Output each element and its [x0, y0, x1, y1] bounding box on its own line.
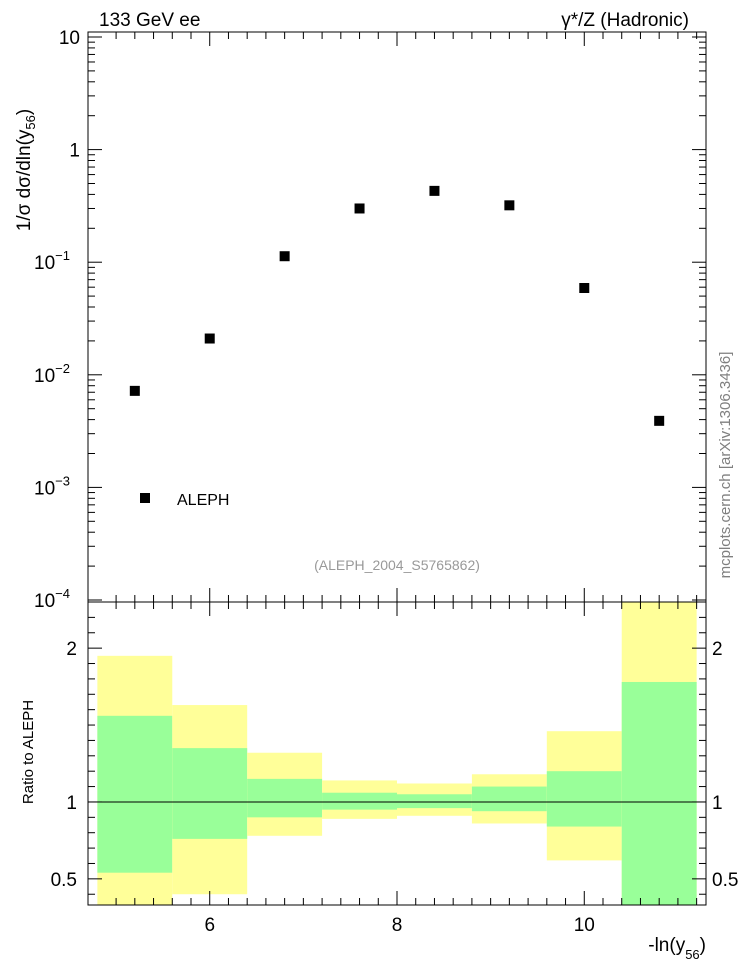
side-label: mcplots.cern.ch [arXiv:1306.3436] [717, 352, 734, 579]
main-ytick-base: 10 [34, 253, 55, 274]
main-ytick-base: 10 [34, 591, 55, 612]
main-points [129, 185, 665, 426]
title-left: 133 GeV ee [99, 10, 200, 31]
main-ytick-label: 10−2 [34, 361, 70, 387]
ratio-ytick-label: 0.5 [51, 870, 77, 891]
legend-marker [140, 493, 150, 503]
main-ytick-base: 10 [34, 366, 55, 387]
data-point [654, 415, 665, 426]
main-ylabel-text: 1/σ dσ/dln(y [14, 129, 35, 231]
data-point [429, 185, 440, 196]
main-ytick-exp: −1 [55, 248, 70, 263]
ratio-band-inner [172, 748, 248, 839]
ratio-ytick-label-right: 0.5 [712, 870, 738, 891]
data-point [579, 283, 590, 294]
main-ytick-exp: −4 [55, 586, 70, 601]
data-point [354, 203, 365, 214]
data-point [129, 385, 140, 396]
title-right: γ*/Z (Hadronic) [561, 10, 689, 31]
ratio-ytick-label: 1 [66, 793, 77, 814]
ratio-bands [97, 602, 697, 905]
main-ytick-exp: −3 [55, 473, 70, 488]
xlabel-text: -ln(y [648, 935, 685, 956]
analysis-label: (ALEPH_2004_S5765862) [314, 557, 480, 573]
main-ytick-label: 10−3 [34, 473, 70, 499]
ratio-band-inner [397, 794, 472, 809]
ratio-ylabel: Ratio to ALEPH [20, 700, 37, 804]
ratio-band-inner [621, 681, 697, 905]
main-ytick-exp: −2 [55, 361, 70, 376]
main-ylabel: 1/σ dσ/dln(y56) [14, 109, 38, 231]
ratio-ytick-label-right: 2 [712, 639, 723, 660]
ratio-band-inner [546, 771, 622, 827]
ratio-band-inner [247, 778, 323, 818]
main-ytick-label: 10−1 [34, 248, 70, 274]
ratio-panel: 0.5 0.5 1 1 2 2 6 8 10 [51, 601, 738, 936]
main-ytick-label: 1 [69, 141, 80, 162]
legend-label: ALEPH [177, 492, 229, 509]
main-ylabel-close: ) [14, 109, 35, 115]
main-ylabel-sub: 56 [23, 115, 38, 129]
xlabel-close: ) [700, 935, 706, 956]
ratio-band-inner [471, 786, 547, 812]
main-ytick-label: 10 [59, 28, 80, 49]
ratio-ticks: 0.5 0.5 1 1 2 2 6 8 10 [51, 602, 738, 936]
main-ytick-label: 10−4 [34, 586, 70, 612]
data-point [279, 251, 290, 262]
ratio-band-inner [322, 792, 397, 810]
xtick-label: 6 [204, 915, 215, 936]
ratio-ytick-label: 2 [66, 639, 77, 660]
xtick-label: 8 [392, 915, 403, 936]
xlabel: -ln(y56) [648, 935, 706, 962]
xtick-label: 10 [574, 915, 595, 936]
xlabel-sub: 56 [685, 947, 699, 962]
ratio-ytick-label-right: 1 [712, 793, 723, 814]
ratio-band-inner [97, 715, 173, 873]
main-frame [87, 31, 707, 603]
main-ytick-base: 10 [34, 478, 55, 499]
data-point [504, 200, 515, 211]
data-point [204, 333, 215, 344]
